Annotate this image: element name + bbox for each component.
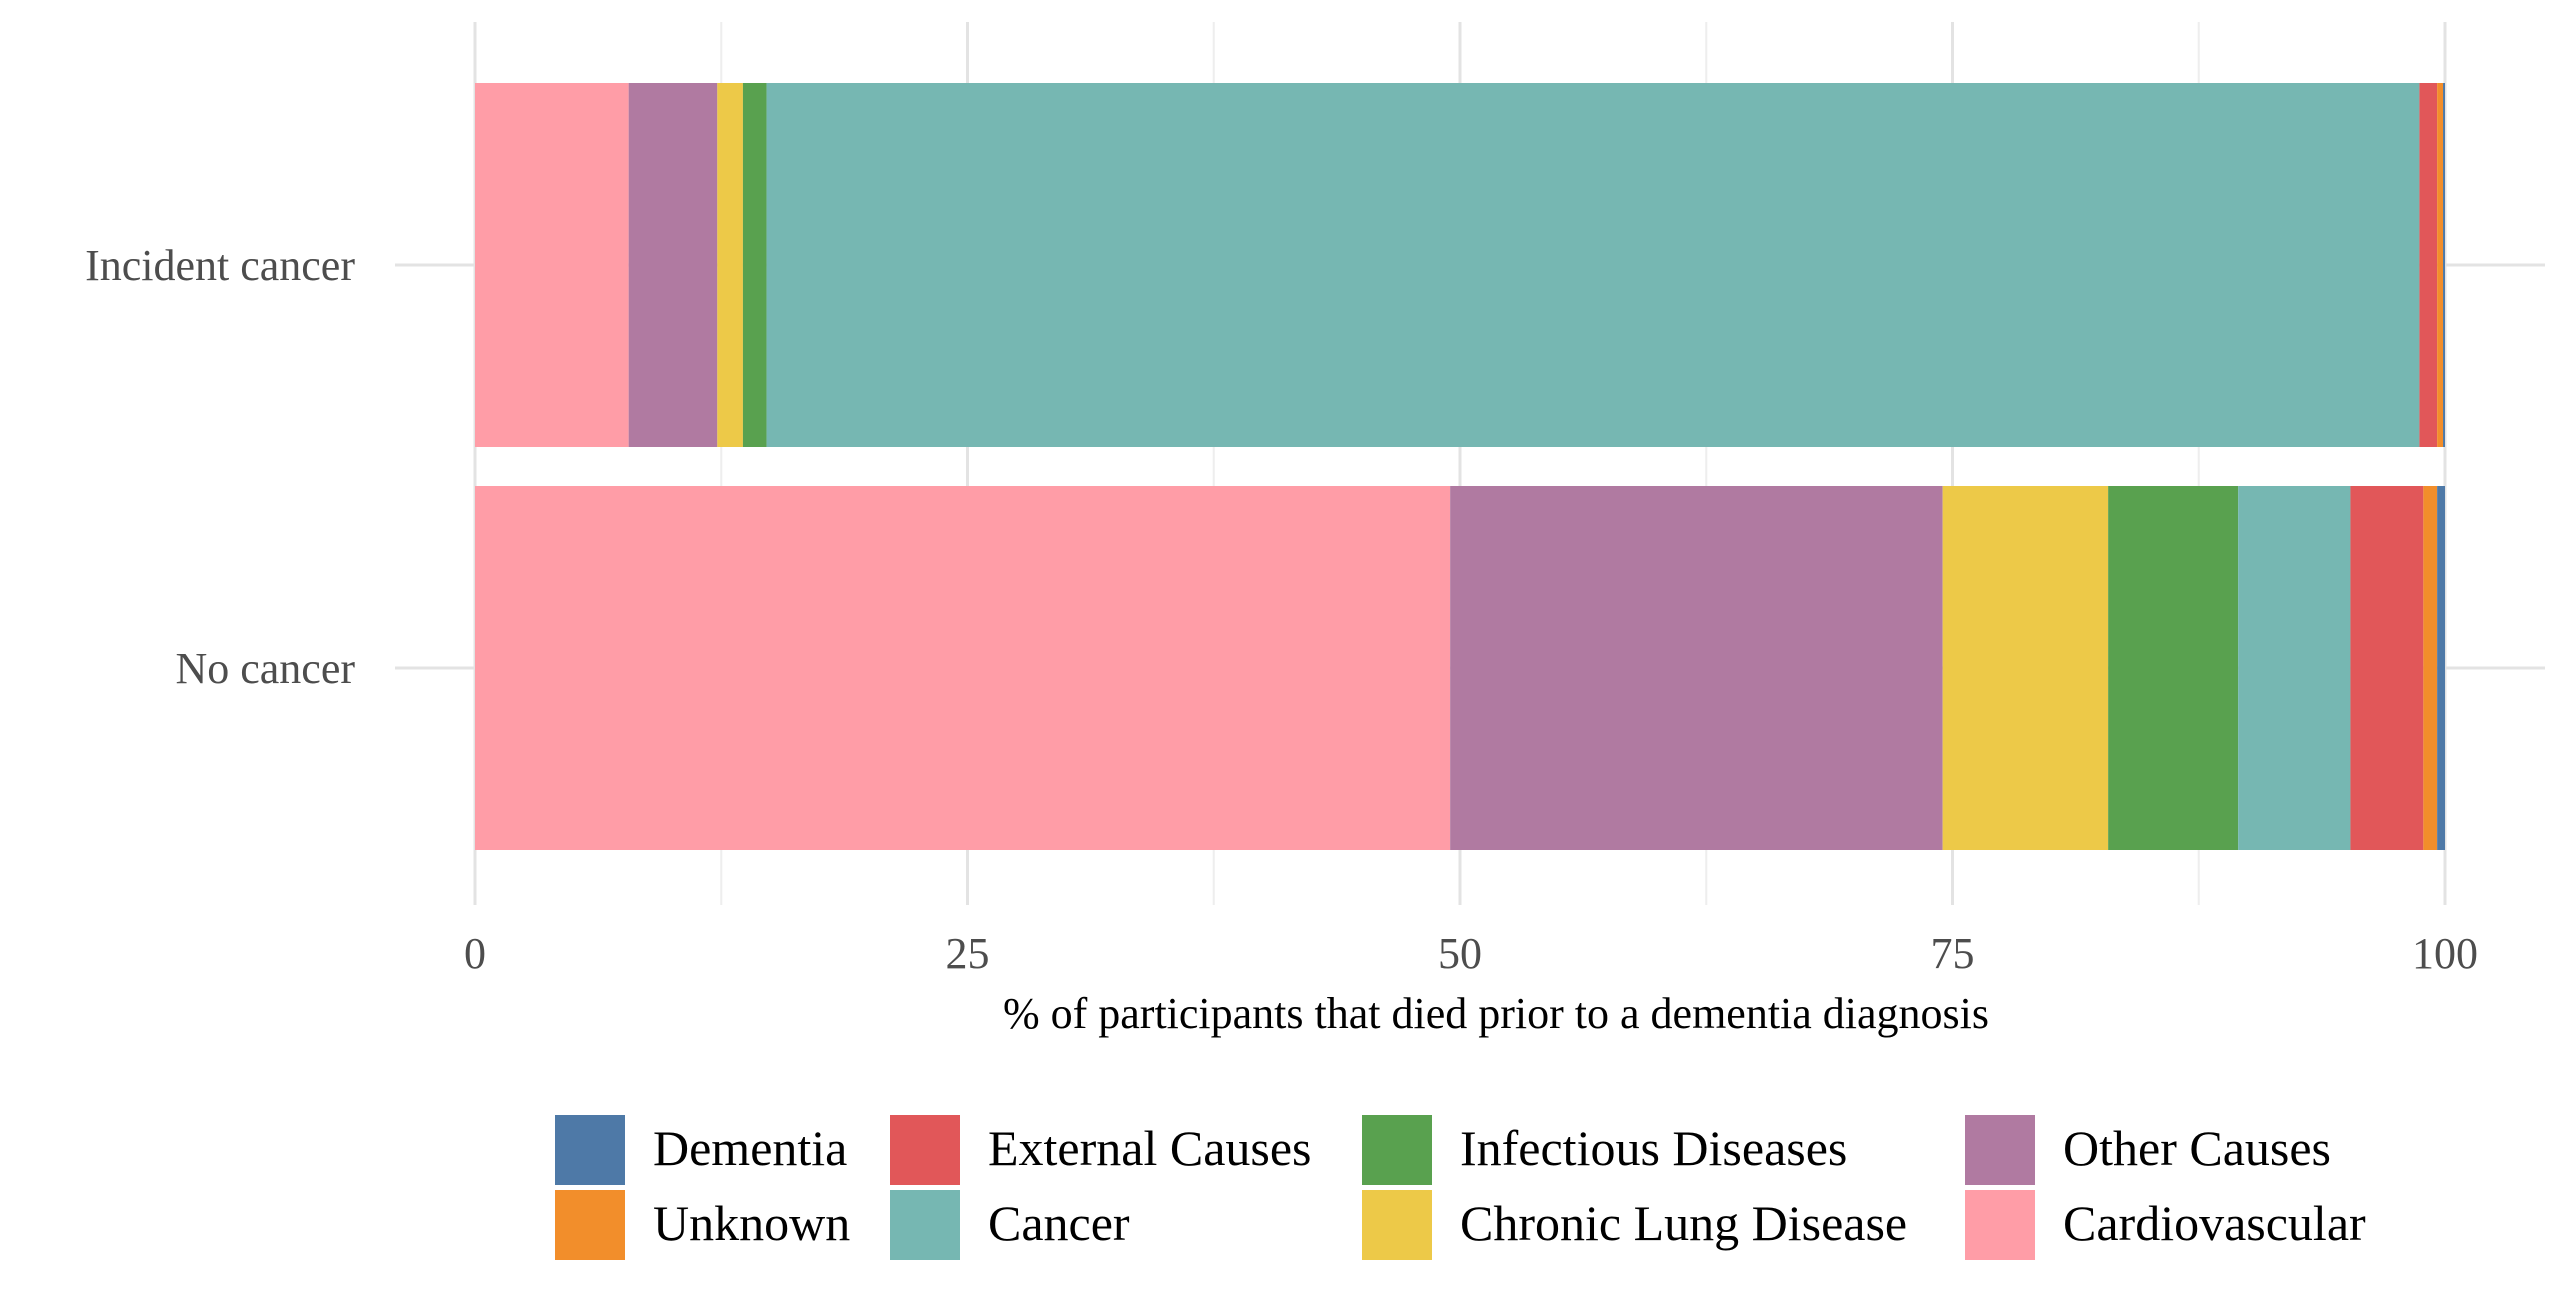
bar-segment (2350, 486, 2424, 850)
legend-label: Dementia (653, 1120, 847, 1176)
legend-swatch (1362, 1190, 1432, 1260)
legend-label: Unknown (653, 1195, 850, 1251)
bar-segment (2419, 83, 2438, 447)
bar-segment (1942, 486, 2109, 850)
x-tick-labels: 0 25 50 75 100 (464, 929, 2478, 978)
x-tick-label: 25 (946, 929, 990, 978)
legend-label: External Causes (988, 1120, 1312, 1176)
bar-segment (2437, 83, 2444, 447)
legend-swatch (1965, 1190, 2035, 1260)
bar-segment (475, 486, 1451, 850)
bar-segment (628, 83, 718, 447)
x-tick-label: 50 (1438, 929, 1482, 978)
x-tick-label: 75 (1931, 929, 1975, 978)
y-tick-label: Incident cancer (85, 241, 355, 290)
bar-segment (2108, 486, 2239, 850)
legend-swatch (1965, 1115, 2035, 1185)
legend-swatch (890, 1190, 960, 1260)
legend-label: Cardiovascular (2063, 1195, 2366, 1251)
legend-swatch (555, 1190, 625, 1260)
bar-segment (742, 83, 767, 447)
bar-segment (475, 83, 629, 447)
bar-segment (766, 83, 2420, 447)
legend-label: Other Causes (2063, 1120, 2331, 1176)
legend-swatch (1362, 1115, 1432, 1185)
legend-label: Cancer (988, 1195, 1130, 1251)
legend-label: Chronic Lung Disease (1460, 1195, 1907, 1251)
legend-swatch (890, 1115, 960, 1185)
y-tick-labels: Incident cancer No cancer (85, 241, 355, 693)
bar-segment (1450, 486, 1943, 850)
y-tick-label: No cancer (175, 644, 355, 693)
legend: Dementia External Causes Infectious Diseas… (555, 1115, 2366, 1260)
bar-segment (2443, 83, 2445, 447)
bar-segment (2423, 486, 2438, 850)
x-axis-label: % of participants that died prior to a d… (1003, 989, 1989, 1038)
bar-segment (2238, 486, 2351, 850)
bar-segment (717, 83, 743, 447)
bars (475, 83, 2445, 850)
legend-swatch (555, 1115, 625, 1185)
legend-label: Infectious Diseases (1460, 1120, 1847, 1176)
x-tick-label: 0 (464, 929, 486, 978)
x-tick-label: 100 (2412, 929, 2478, 978)
bar-segment (2437, 486, 2445, 850)
